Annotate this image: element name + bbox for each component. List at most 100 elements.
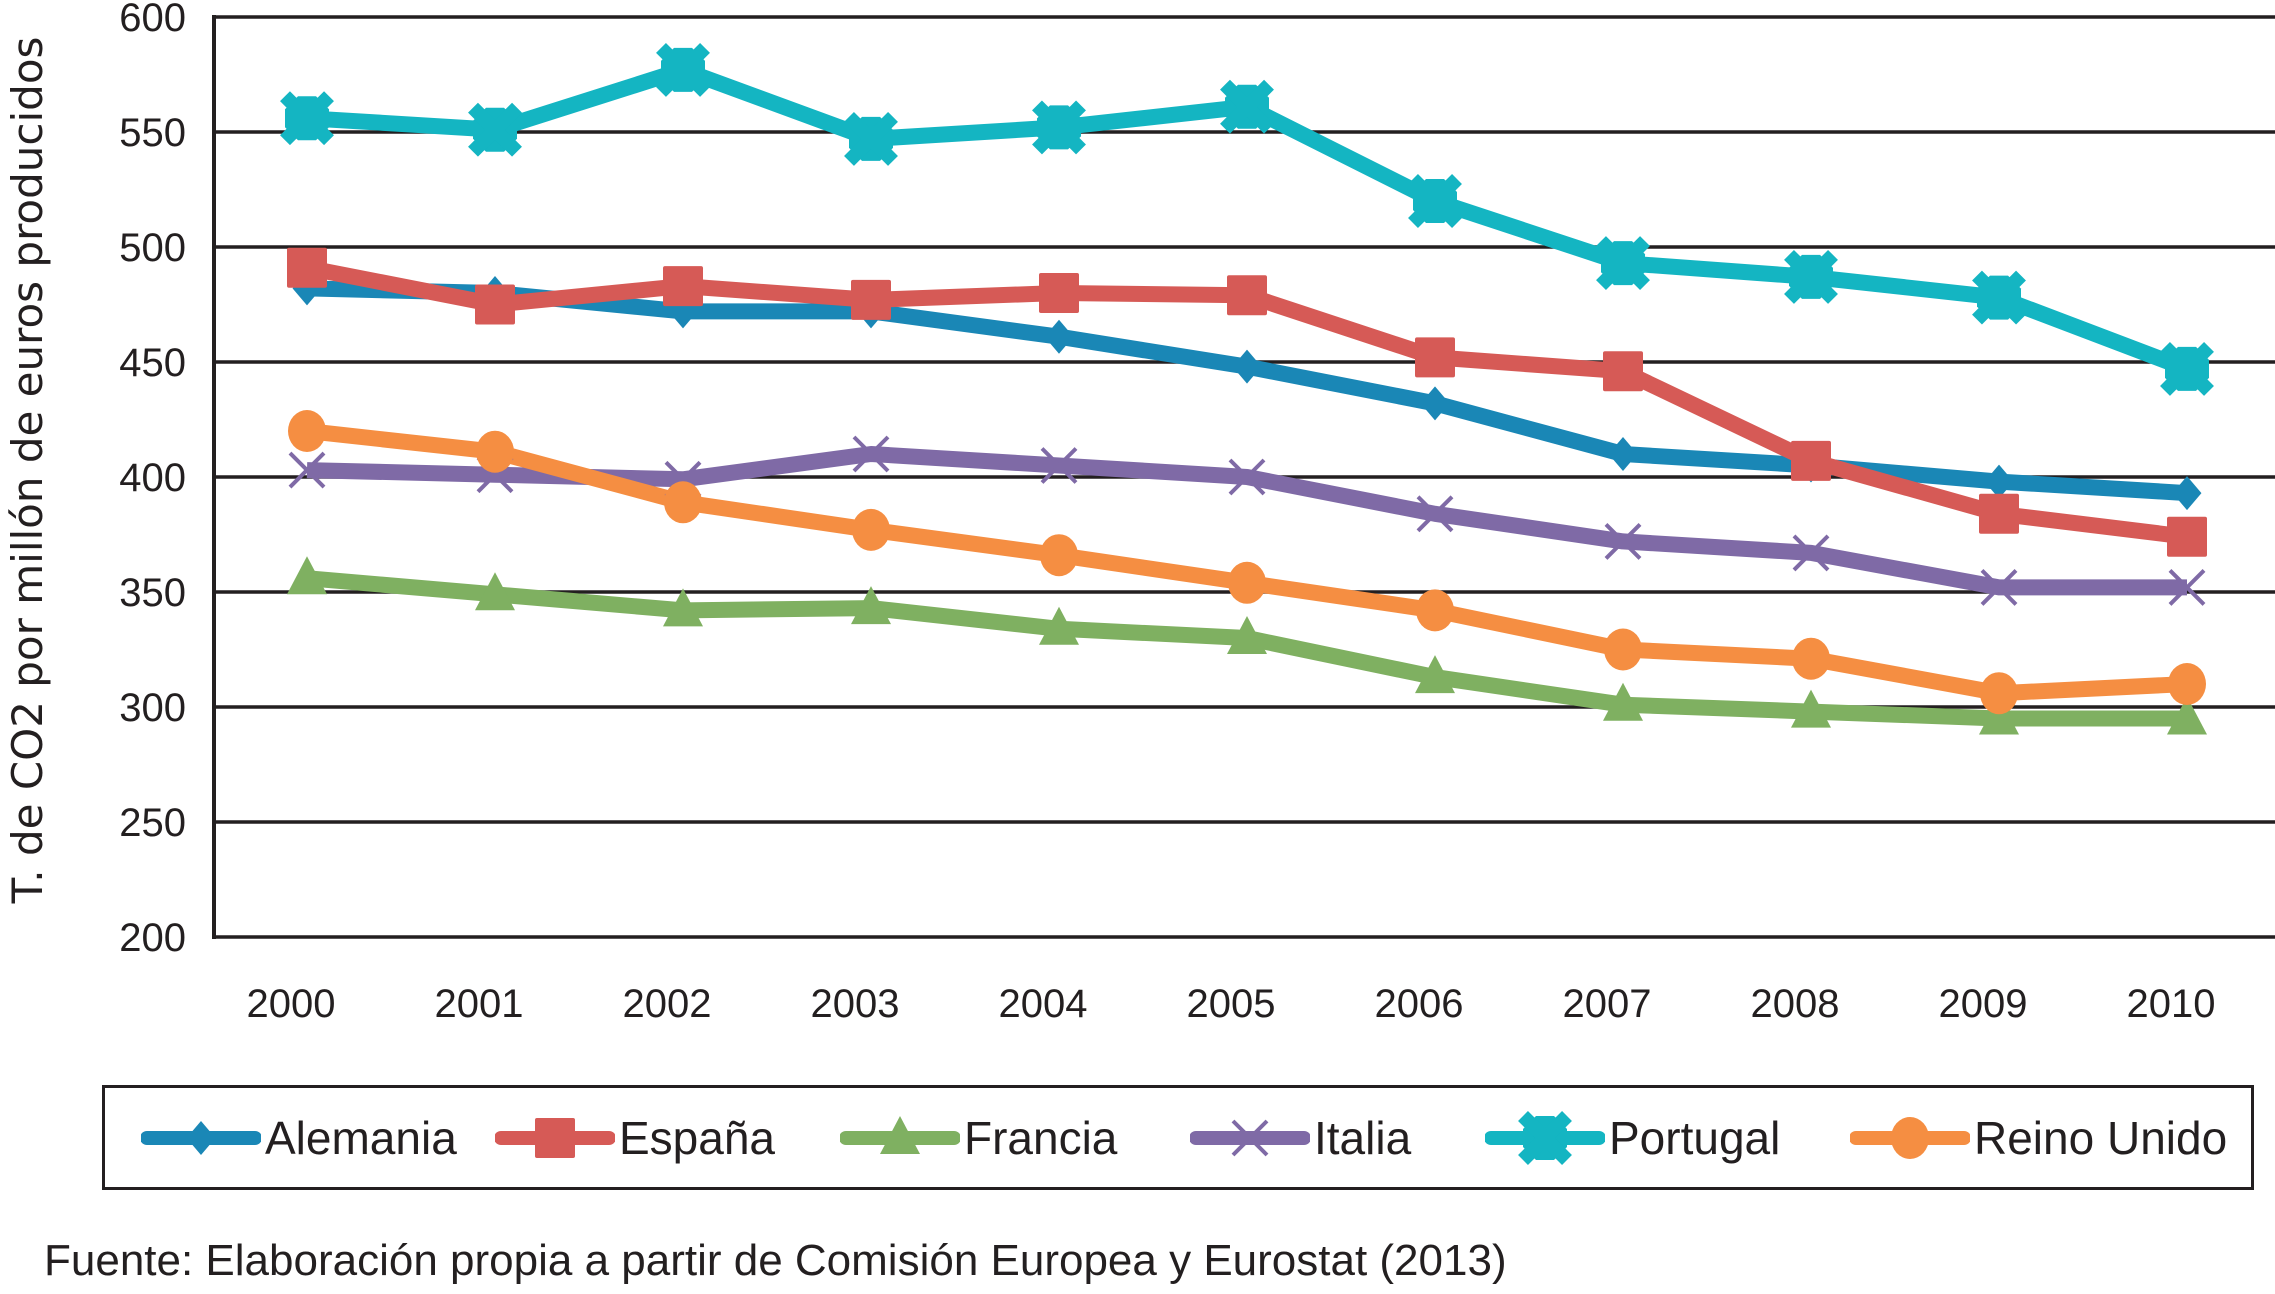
y-tick-label: 550 (119, 111, 186, 155)
data-point-alemania (1608, 437, 1638, 471)
series-markers (280, 42, 2214, 735)
data-point-italia (2168, 568, 2206, 606)
x-tick-label: 2005 (1187, 982, 1276, 1026)
data-point-italia (288, 451, 326, 489)
legend-item-espana: España (495, 1088, 775, 1187)
legend-label: España (619, 1111, 776, 1164)
legend-marker-circle-icon (1891, 1116, 1929, 1159)
data-point-alemania (2172, 476, 2202, 511)
data-point-italia (1416, 495, 1454, 533)
data-point-italia (1980, 568, 2018, 606)
data-point-espana (1979, 493, 2019, 534)
data-point-portugal (2160, 341, 2214, 396)
x-tick-label: 2001 (435, 982, 524, 1026)
data-point-reino-unido (664, 481, 702, 524)
data-point-francia (1603, 682, 1643, 721)
x-tick-label: 2007 (1563, 982, 1652, 1026)
data-point-francia (663, 588, 703, 627)
data-point-alemania (1984, 464, 2014, 499)
data-point-espana (1039, 273, 1079, 313)
legend-label: Reino Unido (1974, 1111, 2228, 1164)
data-point-portugal (656, 42, 710, 97)
legend-label: Francia (964, 1111, 1118, 1164)
data-point-italia (1792, 534, 1830, 572)
data-point-portugal (1972, 270, 2026, 325)
data-point-reino-unido (1040, 534, 1078, 577)
x-tick-label: 2000 (247, 982, 336, 1026)
legend-swatch-star-icon (1485, 1110, 1605, 1165)
source-note: Fuente: Elaboración propia a partir de C… (44, 1236, 1507, 1285)
legend-item-francia: Francia (840, 1088, 1117, 1187)
x-tick-label: 2008 (1751, 982, 1840, 1026)
legend-swatch-triangle-icon (840, 1115, 960, 1154)
legend-item-reino-unido: Reino Unido (1850, 1088, 2227, 1187)
y-tick-label: 450 (119, 341, 186, 385)
y-axis-label: T. de CO2 por millón de euros producidos (3, 37, 52, 905)
data-point-italia (1228, 458, 1266, 496)
x-tick-label: 2002 (623, 982, 712, 1026)
data-point-espana (1603, 351, 1643, 392)
data-point-italia (1040, 447, 1078, 484)
data-point-espana (663, 266, 703, 307)
legend-item-italia: Italia (1190, 1088, 1411, 1187)
data-point-francia (475, 572, 515, 611)
data-point-francia (1791, 689, 1831, 728)
data-point-portugal (1408, 174, 1462, 228)
data-point-portugal (1220, 79, 1274, 134)
data-point-francia (2167, 696, 2207, 735)
data-point-portugal (1032, 100, 1086, 155)
data-point-portugal (280, 91, 334, 146)
data-point-francia (1227, 616, 1267, 654)
x-tick-label: 2009 (1939, 982, 2028, 1026)
data-point-reino-unido (852, 508, 890, 551)
legend-marker-diamond-icon (186, 1120, 216, 1155)
data-point-espana (2167, 516, 2207, 557)
y-tick-label: 500 (119, 226, 186, 270)
legend-marker-star-icon (1518, 1110, 1572, 1165)
data-point-alemania (1420, 386, 1450, 421)
legend-label: Italia (1314, 1111, 1412, 1164)
y-tick-label: 250 (119, 801, 186, 845)
legend-swatch-x-icon (1190, 1119, 1310, 1156)
data-point-reino-unido (288, 410, 326, 452)
series-line-alemania (306, 280, 2188, 502)
data-point-francia (1979, 696, 2019, 735)
data-point-reino-unido (1792, 637, 1830, 680)
data-point-alemania (1232, 349, 1262, 384)
legend-label: Alemania (265, 1111, 457, 1164)
legend-swatch-circle-icon (1850, 1116, 1970, 1159)
data-point-reino-unido (476, 430, 514, 473)
data-point-francia (1039, 606, 1079, 645)
y-tick-label: 200 (119, 916, 186, 960)
data-point-portugal (1784, 249, 1838, 304)
data-point-reino-unido (1416, 589, 1454, 632)
legend-label: Portugal (1609, 1111, 1781, 1164)
data-point-reino-unido (1604, 628, 1642, 671)
data-point-portugal (1596, 236, 1650, 291)
data-point-espana (1227, 275, 1267, 316)
x-tick-label: 2006 (1375, 982, 1464, 1026)
legend-marker-square-icon (535, 1117, 575, 1158)
data-point-reino-unido (1980, 672, 2018, 715)
line-chart: 200 250 300 350 400 450 500 550 600 2000 2001 2002 2… (3, 0, 2275, 1026)
data-point-francia (1415, 655, 1455, 694)
x-tick-label: 2003 (811, 982, 900, 1026)
data-point-portugal (468, 102, 522, 157)
data-point-francia (851, 586, 891, 625)
legend-marker-triangle-icon (880, 1115, 920, 1154)
x-tick-label: 2010 (2127, 982, 2216, 1026)
data-point-portugal (844, 111, 898, 166)
data-point-italia (1604, 522, 1642, 560)
y-tick-label: 400 (119, 456, 186, 500)
data-point-reino-unido (1228, 561, 1266, 604)
data-point-alemania (1044, 319, 1074, 354)
data-point-espana (287, 247, 327, 288)
y-tick-label: 350 (119, 571, 186, 615)
legend-swatch-square-icon (495, 1117, 615, 1158)
tick-labels: 200 250 300 350 400 450 500 550 600 2000 2001 2002 2… (119, 0, 2215, 1026)
data-point-espana (851, 279, 891, 320)
legend-item-portugal: Portugal (1485, 1088, 1780, 1187)
y-tick-label: 600 (119, 0, 186, 40)
data-point-espana (1791, 440, 1831, 481)
legend-item-alemania: Alemania (141, 1088, 457, 1187)
